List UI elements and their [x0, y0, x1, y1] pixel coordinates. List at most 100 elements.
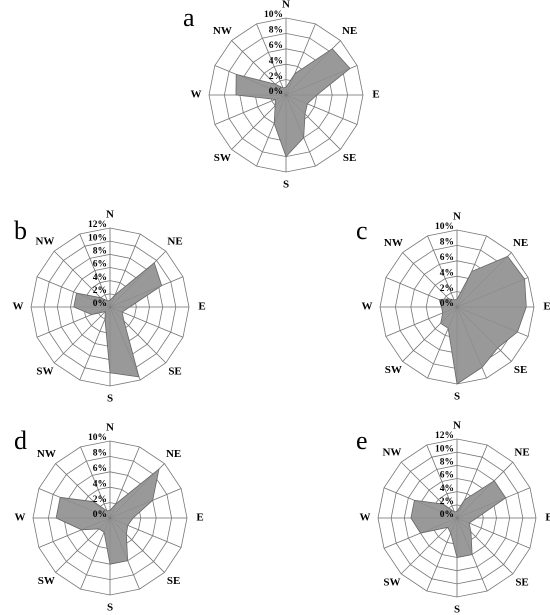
direction-label: NE — [513, 237, 528, 249]
spoke-overlay — [456, 306, 487, 379]
spoke-overlay — [427, 235, 458, 308]
tick-label: 6% — [93, 260, 107, 270]
spoke-overlay — [55, 517, 111, 573]
tick-label: 12% — [435, 431, 454, 441]
spoke-overlay — [285, 23, 316, 96]
spoke-overlay — [383, 487, 458, 519]
spoke-overlay — [231, 94, 287, 150]
panel-label: b — [14, 216, 27, 245]
spoke-overlay — [109, 517, 182, 548]
spoke-overlay — [214, 65, 287, 96]
tick-label: 8% — [440, 238, 454, 248]
tick-label: 2% — [440, 497, 454, 507]
direction-label: E — [545, 512, 550, 524]
direction-label: SW — [214, 152, 231, 164]
spoke-overlay — [256, 94, 287, 167]
spoke-overlay — [38, 517, 111, 548]
tick-label: 4% — [93, 479, 107, 489]
tick-label: 0% — [269, 87, 283, 97]
tick-label: 6% — [269, 41, 283, 51]
spoke-overlay — [456, 306, 529, 337]
direction-label: SW — [36, 366, 53, 378]
direction-label: N — [106, 209, 114, 221]
spoke-overlay — [109, 233, 141, 308]
tick-label: 4% — [93, 273, 107, 283]
tick-label: 6% — [440, 253, 454, 263]
spoke-overlay — [456, 517, 514, 575]
direction-label: S — [454, 391, 460, 403]
spoke-overlay — [285, 94, 316, 167]
spoke-overlay — [109, 517, 140, 590]
spoke-overlay — [426, 517, 458, 592]
spoke-overlay — [426, 444, 458, 519]
direction-label: S — [283, 179, 289, 191]
direction-label: SE — [167, 575, 180, 587]
direction-label: SW — [383, 577, 400, 589]
spoke-overlay — [400, 461, 458, 519]
tick-label: 0% — [440, 299, 454, 309]
direction-label: NW — [37, 448, 56, 460]
tick-label: 0% — [93, 299, 107, 309]
spoke-overlay — [285, 94, 341, 150]
spoke-overlay — [231, 40, 287, 96]
direction-label: SE — [514, 364, 527, 376]
direction-label: E — [543, 301, 550, 313]
direction-label: N — [106, 422, 114, 434]
spoke-overlay — [109, 446, 140, 519]
spoke-overlay — [79, 233, 111, 308]
direction-label: NE — [514, 446, 529, 458]
tick-label: 10% — [88, 233, 107, 243]
direction-label: SE — [168, 366, 181, 378]
direction-label: NW — [213, 25, 232, 37]
spoke-overlay — [36, 306, 111, 338]
spoke-overlay — [109, 250, 167, 308]
data-area — [235, 48, 351, 158]
spoke-overlay — [109, 306, 184, 338]
tick-label: 6% — [93, 464, 107, 474]
spoke-overlay — [80, 446, 111, 519]
panel-label: e — [356, 426, 368, 455]
spoke-overlay — [285, 65, 358, 96]
spoke-overlay — [456, 517, 531, 549]
spoke-overlay — [55, 463, 111, 519]
spoke-overlay — [456, 306, 512, 362]
spoke-overlay — [109, 306, 167, 364]
direction-label: S — [107, 602, 113, 614]
tick-label: 10% — [88, 433, 107, 443]
direction-label: W — [362, 301, 373, 313]
panel-label: c — [356, 216, 368, 245]
tick-label: 4% — [440, 484, 454, 494]
direction-label: SW — [385, 364, 402, 376]
spoke-overlay — [109, 517, 165, 573]
spoke-overlay — [456, 252, 512, 308]
tick-label: 2% — [440, 284, 454, 294]
spoke-overlay — [79, 306, 111, 381]
direction-label: NW — [35, 235, 54, 247]
spoke-overlay — [456, 235, 487, 308]
spoke-overlay — [53, 250, 111, 308]
data-area — [73, 262, 163, 378]
spoke-overlay — [456, 517, 488, 592]
spoke-overlay — [36, 276, 111, 308]
spoke-overlay — [38, 488, 111, 519]
spoke-overlay — [456, 487, 531, 519]
spoke-overlay — [109, 463, 165, 519]
tick-label: 4% — [440, 268, 454, 278]
tick-label: 6% — [440, 471, 454, 481]
panel-label: d — [14, 426, 27, 455]
direction-label: NE — [342, 25, 357, 37]
tick-label: 10% — [435, 444, 454, 454]
direction-label: SW — [38, 575, 55, 587]
direction-label: NW — [382, 446, 401, 458]
direction-label: W — [15, 512, 26, 524]
spoke-overlay — [53, 306, 111, 364]
direction-label: W — [360, 512, 371, 524]
spoke-overlay — [456, 444, 488, 519]
tick-label: 2% — [93, 286, 107, 296]
tick-label: 10% — [264, 10, 283, 20]
spoke-overlay — [109, 276, 184, 308]
spoke-overlay — [109, 488, 182, 519]
spoke-overlay — [400, 517, 458, 575]
tick-label: 4% — [269, 56, 283, 66]
